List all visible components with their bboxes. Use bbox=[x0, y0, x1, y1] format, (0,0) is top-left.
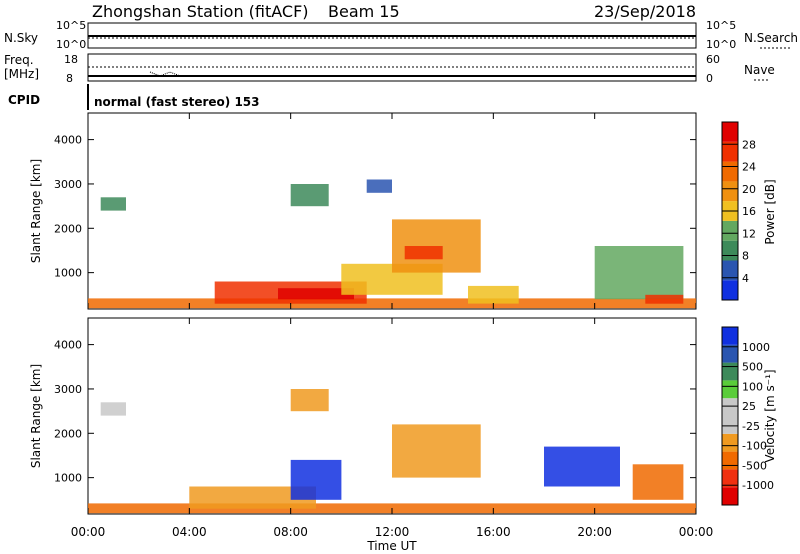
heatmap-region bbox=[189, 486, 316, 509]
colorbar-tick-label: 500 bbox=[742, 361, 763, 374]
heatmap-region bbox=[544, 446, 620, 487]
colorbar-tick-label: 100 bbox=[742, 380, 763, 393]
colorbar-swatch bbox=[722, 141, 738, 162]
nsky-tick-bottom: 10^0 bbox=[56, 38, 86, 51]
x-tick-label: 04:00 bbox=[172, 525, 207, 539]
colorbar-swatch bbox=[722, 327, 738, 345]
heatmap-region bbox=[468, 285, 519, 304]
y-tick-label: 1000 bbox=[54, 472, 82, 485]
colorbar-tick-label: 16 bbox=[742, 205, 756, 218]
heatmap-region bbox=[632, 464, 684, 500]
y-tick-label: 4000 bbox=[54, 339, 82, 352]
colorbar-tick-label: -100 bbox=[742, 440, 767, 453]
colorbar-tick-label: 28 bbox=[742, 138, 756, 151]
power-panel: 1000 2000 3000 4000 Slant Range [km] 4 8 12 16… bbox=[29, 112, 777, 310]
colorbar-swatch bbox=[722, 451, 738, 470]
colorbar-tick-label: 4 bbox=[742, 272, 749, 285]
date-label: 23/Sep/2018 bbox=[594, 2, 696, 21]
heatmap-region bbox=[278, 288, 354, 300]
nsearch-tick-bottom: 10^0 bbox=[706, 38, 736, 51]
colorbar-swatch bbox=[722, 181, 738, 202]
colorbar-tick-label: 20 bbox=[742, 183, 756, 196]
x-tick-label: 08:00 bbox=[273, 525, 308, 539]
y-tick-label: 1000 bbox=[54, 267, 82, 280]
freq-unit-label: [MHz] bbox=[4, 67, 39, 81]
cpid-strip: CPID normal (fast stereo) 153 bbox=[8, 84, 260, 110]
nave-tick-top: 60 bbox=[706, 53, 720, 66]
power-y-axis-label: Slant Range [km] bbox=[29, 159, 43, 263]
heatmap-region bbox=[290, 184, 329, 207]
heatmap-region bbox=[290, 389, 329, 412]
y-tick-label: 2000 bbox=[54, 427, 82, 440]
colorbar-swatch bbox=[722, 260, 738, 281]
heatmap-region bbox=[100, 197, 126, 211]
heatmap-region bbox=[100, 402, 126, 416]
colorbar-tick-label: 24 bbox=[742, 161, 756, 174]
colorbar-tick-label: 25 bbox=[742, 400, 756, 413]
nsearch-label: N.Search bbox=[744, 31, 798, 45]
velocity-colorbar-label: Velocity [m s⁻¹] bbox=[763, 369, 777, 462]
cpid-label: CPID bbox=[8, 93, 40, 107]
colorbar-swatch bbox=[722, 240, 738, 261]
colorbar-swatch bbox=[722, 380, 738, 399]
heatmap-region bbox=[392, 424, 481, 478]
colorbar-tick-label: 1000 bbox=[742, 341, 770, 354]
power-colorbar-label: Power [dB] bbox=[763, 179, 777, 244]
colorbar-swatch bbox=[722, 122, 738, 142]
freq-nave-panel: Freq. [MHz] 18 8 60 0 Nave bbox=[4, 53, 775, 85]
heatmap-region bbox=[645, 294, 684, 304]
freq-tick-bottom: 8 bbox=[66, 72, 73, 85]
velocity-y-axis-label: Slant Range [km] bbox=[29, 364, 43, 468]
x-tick-label: 00:00 bbox=[679, 525, 714, 539]
x-axis: 00:00 04:00 08:00 12:00 16:00 20:00 00:00 bbox=[71, 113, 714, 539]
x-tick-label: 20:00 bbox=[577, 525, 612, 539]
colorbar-tick-label: 12 bbox=[742, 227, 756, 240]
colorbar-tick-label: -1000 bbox=[742, 479, 774, 492]
colorbar-tick-label: -500 bbox=[742, 459, 767, 472]
x-tick-label: 16:00 bbox=[476, 525, 511, 539]
colorbar-swatch bbox=[722, 398, 738, 416]
colorbar-swatch bbox=[722, 362, 738, 381]
station-title: Zhongshan Station (fitACF) bbox=[92, 2, 309, 21]
nsky-label: N.Sky bbox=[4, 31, 38, 45]
nsky-tick-top: 10^5 bbox=[56, 19, 86, 32]
x-tick-label: 12:00 bbox=[375, 525, 410, 539]
nave-label: Nave bbox=[744, 63, 775, 77]
colorbar-tick-label: 8 bbox=[742, 250, 749, 263]
y-tick-label: 2000 bbox=[54, 222, 82, 235]
heatmap-region bbox=[366, 179, 392, 193]
nsearch-tick-top: 10^5 bbox=[706, 19, 736, 32]
colorbar-frame bbox=[721, 326, 739, 506]
colorbar-swatch bbox=[722, 433, 738, 452]
colorbar-swatch bbox=[722, 220, 738, 241]
nave-tick-bottom: 0 bbox=[706, 72, 713, 85]
colorbar-swatch bbox=[722, 487, 738, 505]
colorbar-swatch bbox=[722, 344, 738, 363]
x-axis-label: Time UT bbox=[366, 539, 417, 553]
colorbar-tick-label: -25 bbox=[742, 420, 760, 433]
y-tick-label: 3000 bbox=[54, 178, 82, 191]
y-tick-label: 4000 bbox=[54, 134, 82, 147]
sky-search-panel: N.Sky 10^5 10^0 10^5 10^0 N.Search bbox=[4, 19, 798, 51]
colorbar-swatch bbox=[722, 416, 738, 434]
heatmap-region bbox=[290, 459, 342, 500]
x-tick-label: 00:00 bbox=[71, 525, 106, 539]
freq-label: Freq. bbox=[4, 53, 34, 67]
power-colorbar: 4 8 12 16 20 24 28 bbox=[721, 121, 756, 301]
velocity-heatmap-cells bbox=[88, 389, 696, 514]
colorbar-swatch bbox=[722, 161, 738, 182]
colorbar-swatch bbox=[722, 280, 738, 300]
freq-tick-top: 18 bbox=[64, 53, 78, 66]
heatmap-region bbox=[594, 246, 684, 300]
colorbar-swatch bbox=[722, 469, 738, 488]
y-tick-label: 3000 bbox=[54, 383, 82, 396]
cpid-mode: normal (fast stereo) 153 bbox=[94, 95, 260, 109]
beam-label: Beam 15 bbox=[328, 2, 400, 21]
heatmap-region bbox=[404, 246, 443, 260]
velocity-colorbar: -1000 -500 -100 -25 25 100 500 1000 bbox=[721, 326, 774, 506]
